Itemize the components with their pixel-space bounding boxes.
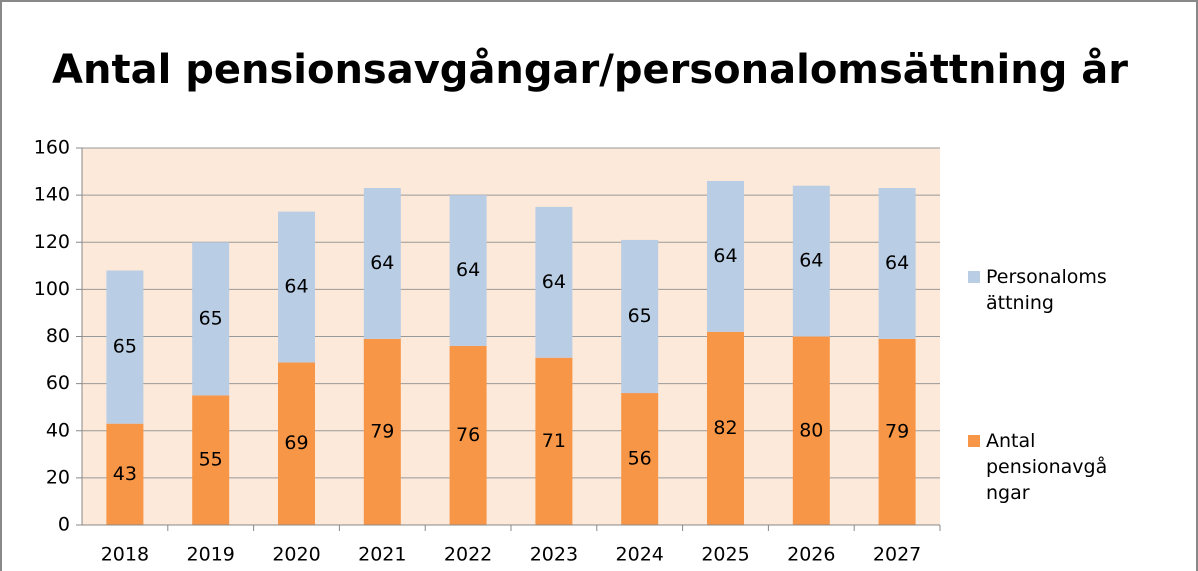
data-label: 64 xyxy=(284,276,308,298)
legend-label: Personalomsättning xyxy=(986,266,1107,314)
data-label: 64 xyxy=(885,252,909,274)
y-tick-label: 100 xyxy=(34,278,70,300)
legend-swatch xyxy=(968,435,980,447)
legend-label: Antal pensionavgångar xyxy=(986,430,1108,504)
data-label: 56 xyxy=(628,448,652,470)
bar-segment xyxy=(707,180,744,332)
y-tick-label: 160 xyxy=(34,137,70,159)
data-label: 55 xyxy=(199,449,223,471)
bar-segment xyxy=(792,185,830,337)
bar-segment xyxy=(106,270,144,424)
y-tick-label: 120 xyxy=(34,231,70,253)
bar-segment xyxy=(192,395,230,525)
bar-segment xyxy=(535,206,573,358)
x-tick-label: 2018 xyxy=(101,544,149,566)
data-label: 69 xyxy=(284,432,308,454)
data-label: 65 xyxy=(628,305,652,327)
y-tick-label: 60 xyxy=(46,372,70,394)
bar-segment xyxy=(278,362,315,525)
bar-segment xyxy=(106,423,144,525)
x-tick-label: 2023 xyxy=(530,544,578,566)
data-label: 82 xyxy=(713,417,737,439)
y-tick-label: 80 xyxy=(46,325,70,347)
data-label: 71 xyxy=(542,430,566,452)
x-tick-label: 2026 xyxy=(787,544,835,566)
x-tick-label: 2020 xyxy=(272,544,320,566)
bar-segment xyxy=(449,345,487,525)
data-label: 80 xyxy=(799,419,823,441)
data-label: 65 xyxy=(199,307,223,329)
data-label: 64 xyxy=(542,271,566,293)
x-tick-label: 2021 xyxy=(358,544,406,566)
data-label: 76 xyxy=(456,424,480,446)
bar-segment xyxy=(535,357,573,525)
bar-segment xyxy=(792,336,830,525)
y-tick-label: 40 xyxy=(46,419,70,441)
x-tick-label: 2019 xyxy=(187,544,235,566)
bar-segment xyxy=(621,239,659,394)
y-tick-label: 140 xyxy=(34,184,70,206)
x-tick-label: 2022 xyxy=(444,544,492,566)
legend-item: Antal pensionavgångar xyxy=(968,428,1118,506)
bar-segment xyxy=(278,211,315,363)
x-tick-label: 2025 xyxy=(701,544,749,566)
chart-title: Antal pensionsavgångar/personalomsättnin… xyxy=(52,46,1128,93)
data-label: 79 xyxy=(885,420,909,442)
bar-segment xyxy=(363,338,401,525)
y-tick-label: 0 xyxy=(58,514,70,536)
bar-segment xyxy=(878,188,916,339)
x-tick-label: 2024 xyxy=(616,544,664,566)
data-label: 43 xyxy=(113,463,137,485)
y-tick-label: 20 xyxy=(46,466,70,488)
data-label: 64 xyxy=(713,245,737,267)
legend-swatch xyxy=(968,271,980,283)
bar-segment xyxy=(363,188,401,339)
bar-segment xyxy=(192,242,230,396)
data-label: 64 xyxy=(456,259,480,281)
data-label: 64 xyxy=(370,252,394,274)
bar-segment xyxy=(449,195,487,346)
data-label: 65 xyxy=(113,336,137,358)
data-label: 79 xyxy=(370,420,394,442)
bar-segment xyxy=(878,338,916,525)
legend-item: Personalomsättning xyxy=(968,264,1118,316)
bar-segment xyxy=(621,393,659,525)
data-label: 64 xyxy=(799,250,823,272)
x-tick-label: 2027 xyxy=(873,544,921,566)
bar-segment xyxy=(707,331,744,525)
